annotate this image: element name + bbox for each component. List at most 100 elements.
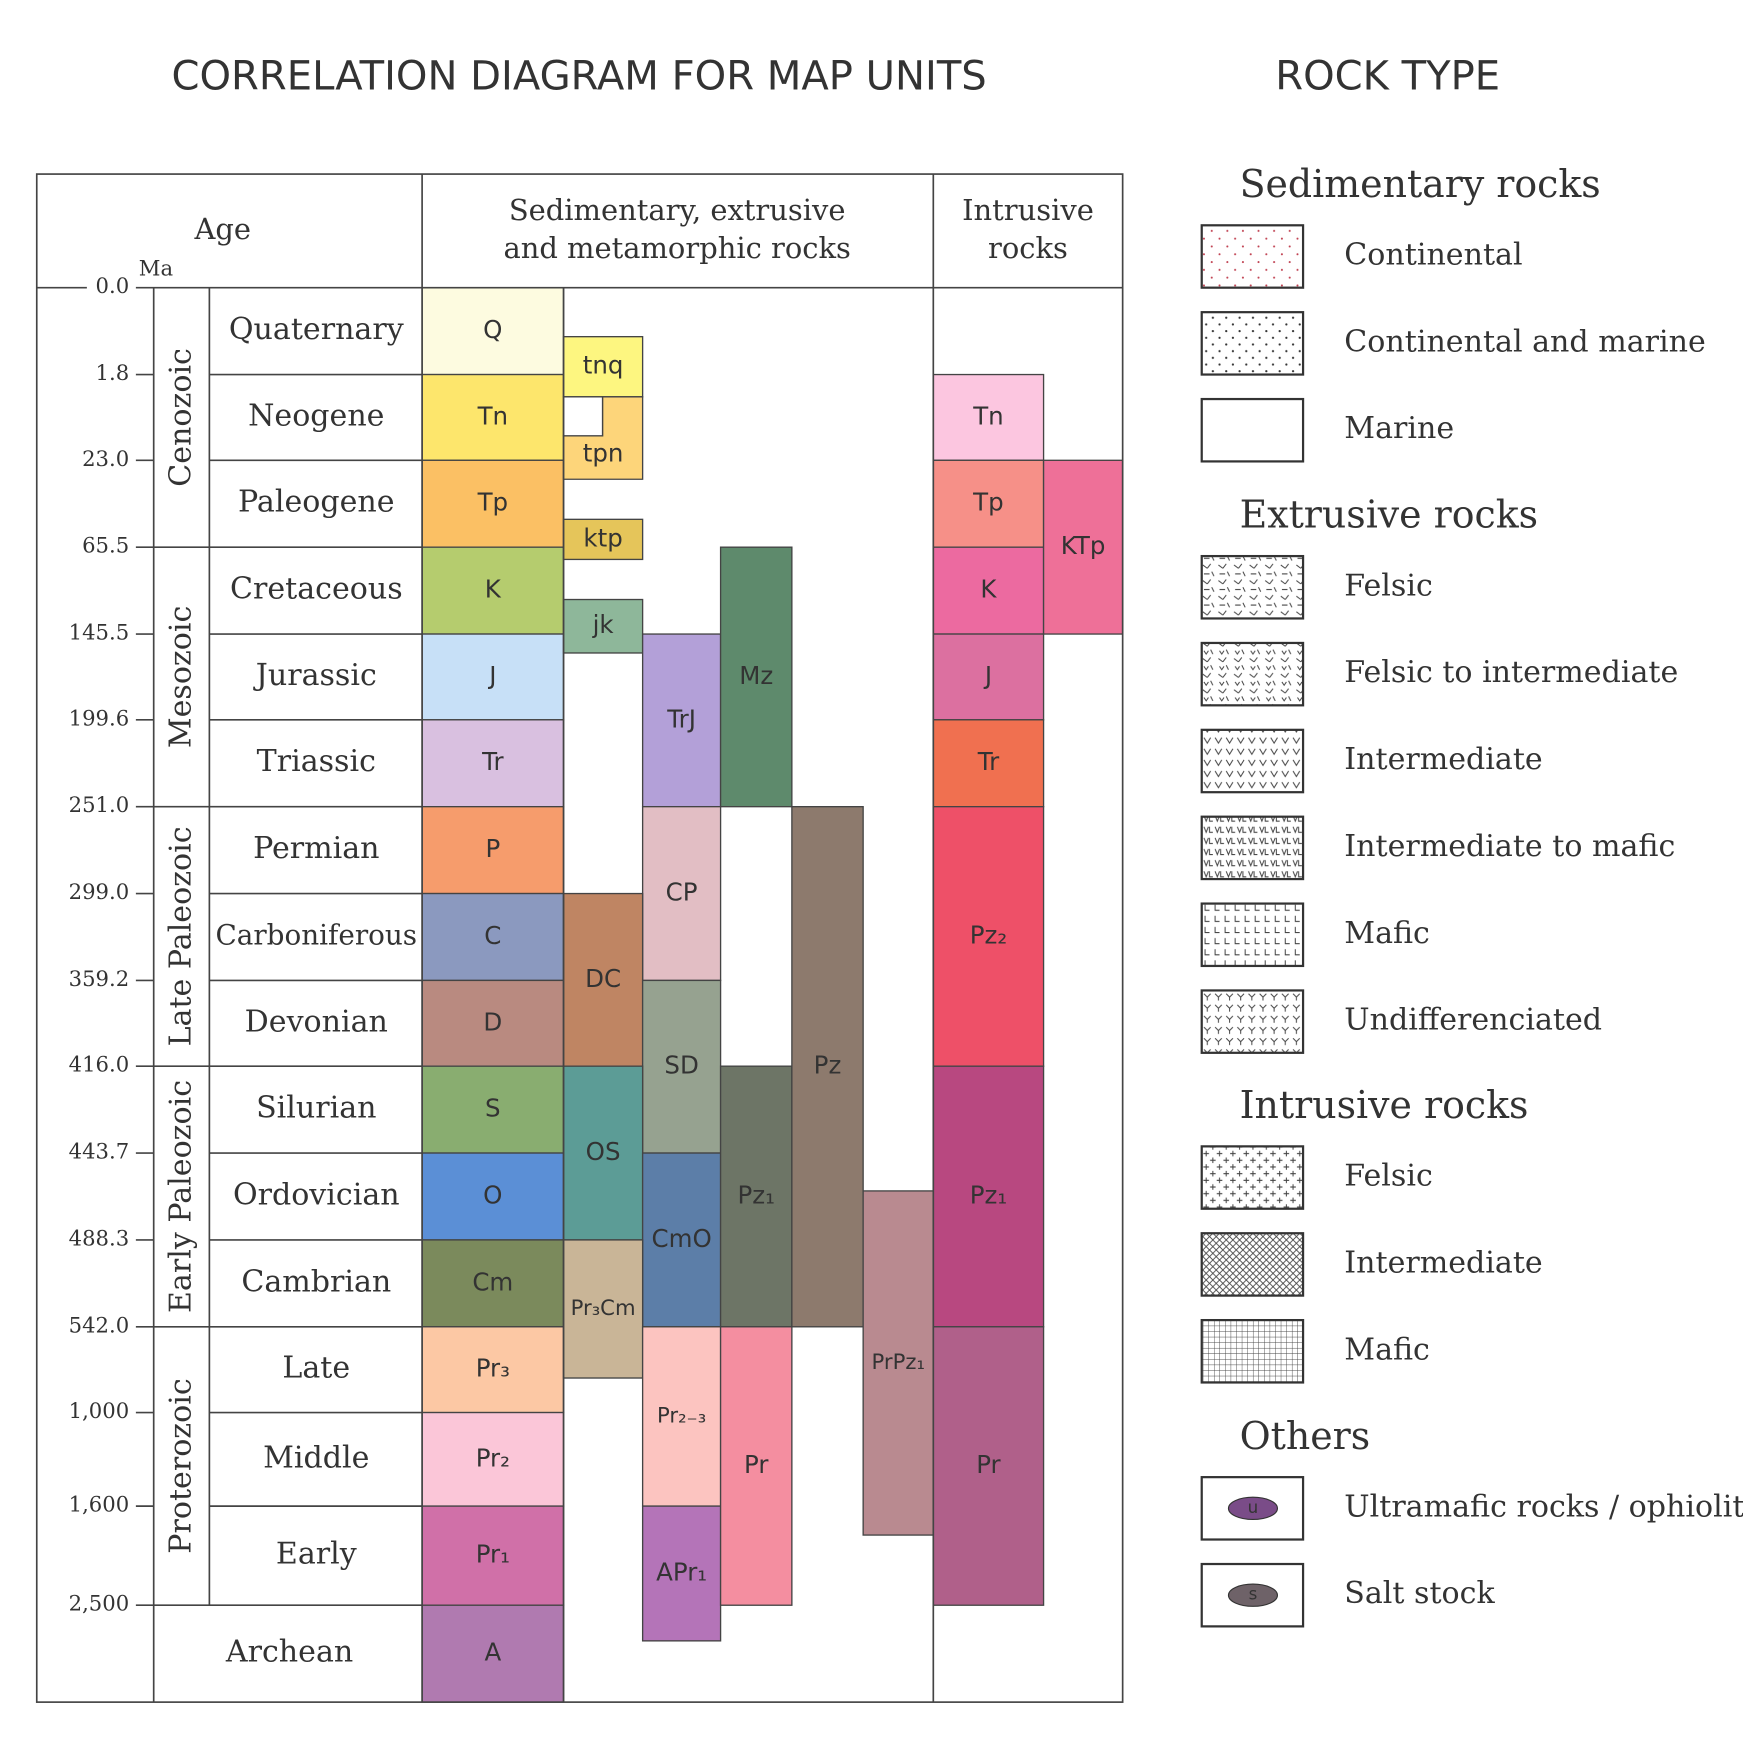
unit-box xyxy=(932,1326,1045,1606)
legend-swatch xyxy=(1200,1232,1305,1297)
unit-label: Pr xyxy=(744,1450,769,1479)
period-label: Devonian xyxy=(245,1004,388,1039)
unit-box xyxy=(641,1152,722,1328)
unit-label: Tr xyxy=(977,747,1000,776)
age-label: 1,600 xyxy=(69,1492,130,1517)
unit-box xyxy=(562,892,644,1067)
era-label: Cenozoic xyxy=(164,348,199,487)
header-intrusive: rocks xyxy=(988,231,1068,265)
unit-box xyxy=(641,979,722,1154)
unit-box xyxy=(719,1326,793,1606)
period-label: Cambrian xyxy=(241,1264,391,1299)
header-sedimentary: and metamorphic rocks xyxy=(503,231,850,265)
legend-section-title: Intrusive rocks xyxy=(1240,1083,1529,1127)
unit-box xyxy=(719,546,793,808)
unit-box xyxy=(641,1505,722,1642)
legend-item: Intermediate xyxy=(1344,742,1542,777)
unit-box xyxy=(421,1065,565,1154)
unit-label: Pr₃Cm xyxy=(571,1295,636,1320)
age-label: 145.5 xyxy=(69,620,130,645)
unit-label: Pz₁ xyxy=(737,1180,774,1209)
period-label: Cretaceous xyxy=(230,572,403,607)
legend-item: Felsic to intermediate xyxy=(1344,655,1678,690)
legend-swatch xyxy=(1200,1318,1305,1384)
legend: Sedimentary rocks Continental Continental … xyxy=(1200,162,1743,1628)
age-label: 359.2 xyxy=(69,966,130,991)
age-label: 199.6 xyxy=(69,705,130,730)
header-ma: Ma xyxy=(139,255,174,280)
table: QTnTpKJTrPCDSOCmPr₃Pr₂Pr₁AtnqtpnktpjkTrJ… xyxy=(35,173,1124,1703)
unit-label: Pr₃ xyxy=(476,1354,510,1383)
unit-label: jk xyxy=(592,610,615,639)
title: CORRELATION DIAGRAM FOR MAP UNITS xyxy=(172,53,987,99)
legend-item: Mafic xyxy=(1344,916,1430,951)
unit-label: TrJ xyxy=(666,704,696,733)
period-label: Neogene xyxy=(248,398,384,433)
legend-swatch xyxy=(1200,902,1305,968)
unit-label: SD xyxy=(664,1051,698,1080)
legend-item: Undifferenciated xyxy=(1344,1003,1602,1038)
unit-label: K xyxy=(980,575,997,604)
period-label: Archean xyxy=(225,1635,353,1670)
legend-icon xyxy=(1227,1583,1279,1607)
unit-label: Tr xyxy=(481,747,504,776)
unit-label: P xyxy=(485,834,500,863)
unit-label: CP xyxy=(666,878,698,907)
unit-label: K xyxy=(485,575,502,604)
legend-swatch xyxy=(1200,1145,1305,1210)
era-label: Mesozoic xyxy=(164,606,199,749)
period-label: Middle xyxy=(263,1440,369,1475)
legend-swatch xyxy=(1200,641,1305,707)
period-label: Triassic xyxy=(257,744,376,779)
unit-box xyxy=(421,719,565,808)
period-label: Carboniferous xyxy=(215,918,417,951)
period-label: Early xyxy=(276,1537,357,1572)
legend-swatch xyxy=(1200,311,1305,376)
unit-box xyxy=(791,806,864,1328)
unit-box xyxy=(641,1326,722,1507)
legend-item: Continental xyxy=(1344,237,1522,272)
legend-item: Intermediate xyxy=(1344,1245,1542,1280)
legend-item: Felsic xyxy=(1344,1159,1433,1194)
unit-label: Tp xyxy=(972,488,1004,517)
unit-box xyxy=(421,459,565,548)
unit-box xyxy=(421,373,565,461)
period-label: Late xyxy=(282,1351,350,1386)
unit-label: Tn xyxy=(972,401,1004,430)
legend-item: Intermediate to mafic xyxy=(1344,829,1675,864)
period-label: Ordovician xyxy=(233,1177,400,1212)
legend-swatch xyxy=(1200,397,1305,463)
period-label: Permian xyxy=(253,831,379,866)
unit-label: APr₁ xyxy=(656,1557,707,1586)
unit-label: CmO xyxy=(651,1224,711,1253)
age-label: 0.0 xyxy=(96,273,130,298)
legend-swatch xyxy=(1200,224,1305,289)
era-label: Proterozoic xyxy=(164,1378,199,1553)
legend-item: Felsic xyxy=(1344,568,1433,603)
unit-label: C xyxy=(484,921,501,950)
unit-label: Cm xyxy=(472,1267,513,1296)
legend-section-title: Others xyxy=(1240,1414,1371,1458)
age-label: 299.0 xyxy=(69,879,130,904)
unit-label: Tp xyxy=(477,488,509,517)
unit-label: D xyxy=(483,1007,502,1036)
age-label: 65.5 xyxy=(82,533,129,558)
table-frame xyxy=(35,173,1124,1703)
unit-label: Pz₁ xyxy=(970,1180,1007,1209)
unit-label: ktp xyxy=(583,523,622,552)
unit-box xyxy=(421,287,565,376)
unit-box xyxy=(932,719,1045,808)
unit-label: Pr₁ xyxy=(476,1540,510,1569)
legend-item: Ultramafic rocks / ophiolites xyxy=(1344,1489,1743,1524)
legend-section-title: Sedimentary rocks xyxy=(1240,162,1601,206)
unit-label: PrPz₁ xyxy=(872,1349,925,1374)
unit-box xyxy=(932,459,1045,548)
unit-label: Mz xyxy=(739,661,773,690)
age-label: 488.3 xyxy=(69,1225,130,1250)
unit-label: OS xyxy=(586,1137,621,1166)
unit-label: KTp xyxy=(1061,531,1106,560)
unit-label: S xyxy=(485,1094,501,1123)
age-label: 2,500 xyxy=(69,1591,130,1616)
legend-section-title: Extrusive rocks xyxy=(1240,493,1539,537)
